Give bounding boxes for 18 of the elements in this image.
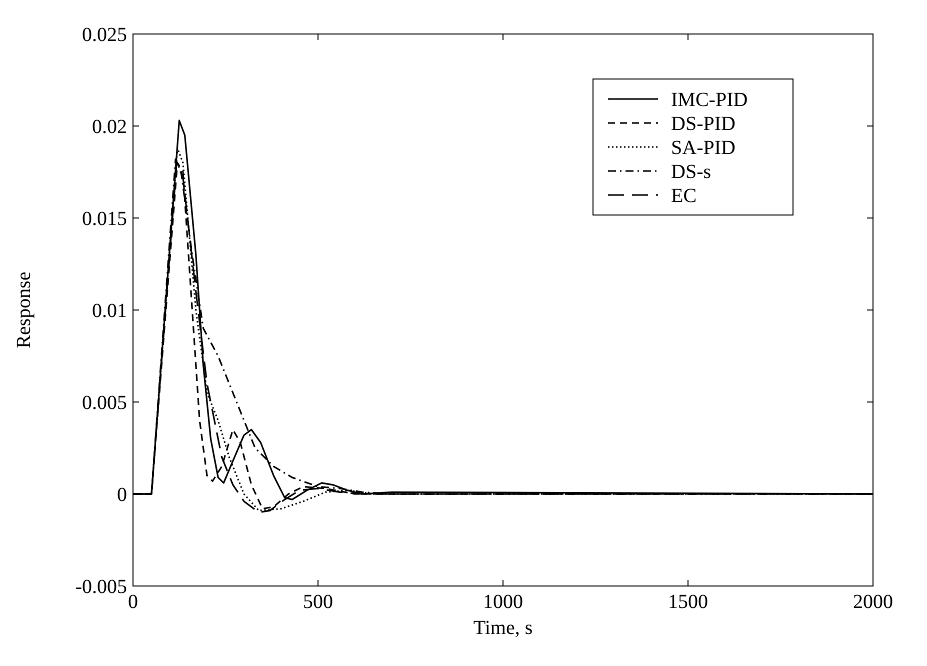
x-tick-label: 1000	[483, 591, 523, 613]
y-tick-label: -0.005	[75, 576, 127, 598]
y-tick-label: 0.025	[82, 24, 127, 46]
y-tick-label: 0.01	[92, 300, 127, 322]
legend-label: DS-s	[671, 161, 712, 183]
legend-label: DS-PID	[671, 113, 736, 135]
y-tick-label: 0.02	[92, 116, 127, 138]
x-tick-label: 500	[303, 591, 333, 613]
y-axis-title: Response	[13, 272, 35, 348]
y-tick-label: 0.015	[82, 208, 127, 230]
legend-label: EC	[671, 185, 697, 207]
legend-label: SA-PID	[671, 137, 736, 159]
x-tick-label: 2000	[853, 591, 893, 613]
x-tick-label: 1500	[668, 591, 708, 613]
y-tick-label: 0	[117, 484, 127, 506]
y-tick-label: 0.005	[82, 392, 127, 414]
x-axis-title: Time, s	[473, 617, 533, 639]
legend-label: IMC-PID	[671, 89, 748, 111]
